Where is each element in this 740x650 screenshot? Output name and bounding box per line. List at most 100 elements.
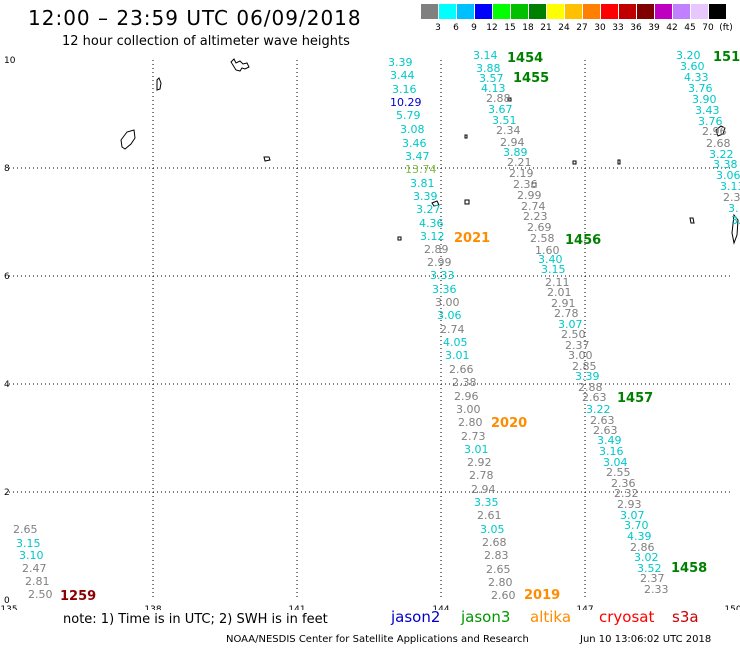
axis-tick-label: 6: [4, 272, 10, 282]
axis-tick-label: 150: [724, 605, 740, 610]
wave-height-reading: 3.16: [599, 445, 624, 458]
wave-height-reading: 4.33: [684, 71, 709, 84]
wave-height-reading: 2.73: [461, 430, 486, 443]
wave-height-reading: 3.07: [558, 318, 583, 331]
wave-height-reading: 3.06: [437, 309, 462, 322]
wave-height-reading: 2.63: [590, 414, 615, 427]
legend-label: (ft): [719, 23, 733, 33]
wave-height-reading: 3.39: [388, 56, 413, 69]
axis-tick-label: 10: [4, 56, 16, 66]
legend-swatch: [637, 4, 654, 19]
wave-height-reading: 3.36: [432, 283, 457, 296]
legend-swatch: [583, 4, 600, 19]
legend-swatch: [673, 4, 690, 19]
axis-tick-labels: 135 138 141 144 147 150 0 2 4 6 8 10: [0, 56, 740, 610]
legend-swatch: [421, 4, 438, 19]
legend-swatch: [619, 4, 636, 19]
wave-height-reading: 2.74: [440, 323, 465, 336]
axis-tick-label: 144: [432, 605, 449, 610]
axis-tick-label: 8: [4, 164, 10, 174]
legend-label: 45: [684, 23, 696, 33]
island-shape: [464, 134, 468, 139]
pass-label: 1514: [713, 50, 740, 65]
page-subtitle: 12 hour collection of altimeter wave hei…: [62, 34, 350, 49]
wave-height-reading: 3.06: [716, 169, 740, 182]
wave-height-reading: 4.39: [627, 530, 652, 543]
wave-height-reading: 3.35: [474, 496, 499, 509]
wave-height-reading: 3.02: [634, 551, 659, 564]
wave-height-reading: 3.47: [405, 150, 430, 163]
wave-height-reading: 2.11: [545, 276, 570, 289]
wave-height-reading: 3.90: [692, 93, 717, 106]
wave-height-reading: 3.33: [430, 269, 455, 282]
wave-height-reading: 3.22: [709, 148, 734, 161]
pass-label: 1259: [60, 589, 96, 604]
wave-height-reading: 2.80: [488, 576, 513, 589]
wave-height-reading: 3.22: [586, 403, 611, 416]
wave-height-reading: 2.69: [527, 221, 552, 234]
wave-height-reading: 3.67: [488, 103, 513, 116]
pass-label: 1455: [513, 71, 549, 86]
wave-height-reading: 4.13: [481, 82, 506, 95]
legend-label: 24: [558, 23, 570, 33]
legend-swatch: [511, 4, 528, 19]
wave-height-reading: 3.76: [688, 82, 713, 95]
axis-tick-label: 0: [4, 596, 10, 606]
wave-height-map[interactable]: 2.653.153.102.472.812.503.393.443.1610.2…: [0, 0, 740, 610]
wave-height-reading: 3.01: [445, 349, 470, 362]
wave-height-reading: 3.57: [479, 72, 504, 85]
legend-cryosat: cryosat: [599, 608, 655, 626]
wave-height-reading: 10.29: [390, 96, 422, 109]
units-note: note: 1) Time is in UTC; 2) SWH is in fe…: [63, 612, 328, 627]
wave-height-reading: 3.14: [473, 49, 498, 62]
axis-tick-label: 147: [576, 605, 593, 610]
wave-height-reading: 3.15: [16, 537, 41, 550]
legend-label: 39: [648, 23, 660, 33]
wave-height-reading: 2.83: [484, 549, 509, 562]
wave-height-reading: 3.40: [538, 253, 563, 266]
legend-swatch: [601, 4, 618, 19]
wave-height-reading: 2.80: [458, 416, 483, 429]
pass-label: 1454: [507, 51, 543, 66]
wave-height-reading: 3.: [728, 202, 739, 215]
wave-height-reading: 1.60: [535, 244, 560, 257]
wave-height-reading: 2.37: [640, 572, 665, 585]
legend-swatch: [691, 4, 708, 19]
wave-height-reading: 2.23: [523, 210, 548, 223]
wave-height-reading: 2.66: [449, 363, 474, 376]
wave-height-reading: 2.96: [702, 125, 727, 138]
legend-label: 42: [666, 23, 678, 33]
wave-height-reading: 2.47: [22, 562, 47, 575]
island-shape: [507, 97, 512, 102]
coastline-islands: [120, 58, 739, 245]
island-shape: [397, 236, 402, 241]
legend-label: 27: [576, 23, 588, 33]
island-shape: [263, 156, 271, 162]
wave-height-reading: 2.94: [471, 483, 496, 496]
legend-altika: altika: [530, 608, 572, 626]
wave-height-reading: 2.88: [578, 381, 603, 394]
wave-height-reading: 3.12: [420, 230, 445, 243]
legend-label: 18: [522, 23, 534, 33]
legend-label: 12: [486, 23, 498, 33]
legend-swatch: [547, 4, 564, 19]
wave-height-reading: 2.99: [517, 189, 542, 202]
wave-height-reading: 3.89: [503, 146, 528, 159]
wave-height-reading: 2.3: [723, 191, 740, 204]
axis-tick-label: 2: [4, 488, 10, 498]
island-shape: [689, 217, 695, 224]
wave-height-reading: 3.39: [575, 370, 600, 383]
wave-height-reading: 3.60: [680, 60, 705, 73]
wave-height-reading: 3.13: [720, 180, 740, 193]
island-shape: [572, 160, 577, 165]
wave-height-reading: 2.38: [452, 376, 477, 389]
pass-label: 1457: [617, 391, 653, 406]
pass-label: 1458: [671, 561, 707, 576]
wave-height-reading: 2.81: [25, 575, 50, 588]
legend-label: 30: [594, 23, 606, 33]
wave-height-reading: 4.36: [419, 217, 444, 230]
wave-height-reading: 3.05: [480, 523, 505, 536]
pass-labels: 1259 2021 2020 2019 1454 1455 1456 1457 1458 1514: [60, 50, 740, 604]
island-shape: [431, 200, 440, 207]
wave-height-reading: 3.46: [402, 137, 427, 150]
